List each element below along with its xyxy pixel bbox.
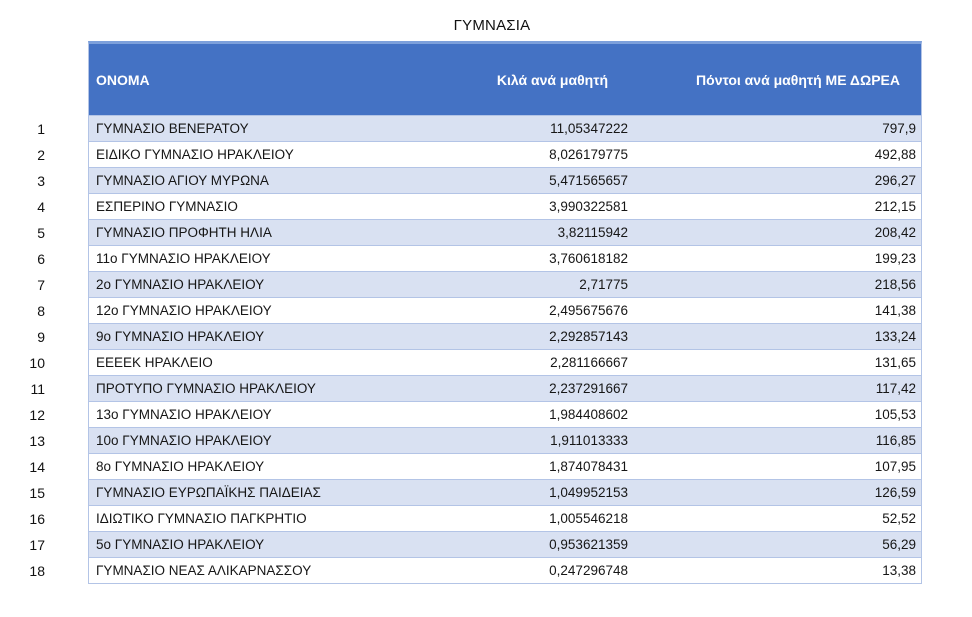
- cell-kilos-per-student[interactable]: 3,990322581: [460, 194, 632, 220]
- cell-school-name[interactable]: ΓΥΜΝΑΣΙΟ ΒΕΝΕΡΑΤΟΥ: [88, 116, 460, 142]
- cell-points-per-student[interactable]: 117,42: [632, 376, 922, 402]
- cell-kilos-per-student[interactable]: 2,292857143: [460, 324, 632, 350]
- cell-points-per-student[interactable]: 133,24: [632, 324, 922, 350]
- cell-school-name[interactable]: 9ο ΓΥΜΝΑΣΙΟ ΗΡΑΚΛΕΙΟΥ: [88, 324, 460, 350]
- cell-kilos-per-student[interactable]: 2,237291667: [460, 376, 632, 402]
- row-number: 9: [37, 329, 45, 345]
- row-number: 18: [29, 563, 45, 579]
- row-number: 3: [37, 173, 45, 189]
- cell-school-name[interactable]: 8ο ΓΥΜΝΑΣΙΟ ΗΡΑΚΛΕΙΟΥ: [88, 454, 460, 480]
- row-number: 5: [37, 225, 45, 241]
- page-title: ΓΥΜΝΑΣΙΑ: [453, 17, 531, 34]
- row-number: 4: [37, 199, 45, 215]
- row-number: 11: [30, 381, 45, 397]
- cell-school-name[interactable]: 11ο ΓΥΜΝΑΣΙΟ ΗΡΑΚΛΕΙΟΥ: [88, 246, 460, 272]
- cell-school-name[interactable]: ΓΥΜΝΑΣΙΟ ΠΡΟΦΗΤΗ ΗΛΙΑ: [88, 220, 460, 246]
- row-number: 15: [29, 485, 45, 501]
- cell-kilos-per-student[interactable]: 8,026179775: [460, 142, 632, 168]
- cell-points-per-student[interactable]: 107,95: [632, 454, 922, 480]
- cell-points-per-student[interactable]: 208,42: [632, 220, 922, 246]
- cell-kilos-per-student[interactable]: 0,247296748: [460, 558, 632, 584]
- cell-school-name[interactable]: 13ο ΓΥΜΝΑΣΙΟ ΗΡΑΚΛΕΙΟΥ: [88, 402, 460, 428]
- cell-kilos-per-student[interactable]: 1,005546218: [460, 506, 632, 532]
- row-number: 12: [29, 407, 45, 423]
- cell-kilos-per-student[interactable]: 1,984408602: [460, 402, 632, 428]
- cell-kilos-per-student[interactable]: 1,911013333: [460, 428, 632, 454]
- cell-school-name[interactable]: 10ο ΓΥΜΝΑΣΙΟ ΗΡΑΚΛΕΙΟΥ: [88, 428, 460, 454]
- gymnasia-table: ΟΝΟΜΑ Κιλά ανά μαθητή Πόντοι ανά μαθητή …: [0, 41, 922, 584]
- cell-kilos-per-student[interactable]: 3,760618182: [460, 246, 632, 272]
- row-number: 7: [37, 277, 45, 293]
- cell-school-name[interactable]: ΓΥΜΝΑΣΙΟ ΕΥΡΩΠΑΪΚΗΣ ΠΑΙΔΕΙΑΣ: [88, 480, 460, 506]
- row-number: 14: [29, 459, 45, 475]
- cell-school-name[interactable]: ΙΔΙΩΤΙΚΟ ΓΥΜΝΑΣΙΟ ΠΑΓΚΡΗΤΙΟ: [88, 506, 460, 532]
- column-header-name[interactable]: ΟΝΟΜΑ: [88, 41, 460, 116]
- cell-school-name[interactable]: ΠΡΟΤΥΠΟ ΓΥΜΝΑΣΙΟ ΗΡΑΚΛΕΙΟΥ: [88, 376, 460, 402]
- cell-points-per-student[interactable]: 492,88: [632, 142, 922, 168]
- cell-points-per-student[interactable]: 13,38: [632, 558, 922, 584]
- cell-points-per-student[interactable]: 116,85: [632, 428, 922, 454]
- cell-kilos-per-student[interactable]: 2,71775: [460, 272, 632, 298]
- cell-points-per-student[interactable]: 131,65: [632, 350, 922, 376]
- row-number: 16: [29, 511, 45, 527]
- cell-points-per-student[interactable]: 212,15: [632, 194, 922, 220]
- cell-points-per-student[interactable]: 296,27: [632, 168, 922, 194]
- cell-kilos-per-student[interactable]: 11,05347222: [460, 116, 632, 142]
- row-number: 6: [37, 251, 45, 267]
- cell-school-name[interactable]: ΕΙΔΙΚΟ ΓΥΜΝΑΣΙΟ ΗΡΑΚΛΕΙΟΥ: [88, 142, 460, 168]
- cell-points-per-student[interactable]: 199,23: [632, 246, 922, 272]
- cell-points-per-student[interactable]: 56,29: [632, 532, 922, 558]
- cell-kilos-per-student[interactable]: 5,471565657: [460, 168, 632, 194]
- cell-points-per-student[interactable]: 141,38: [632, 298, 922, 324]
- cell-school-name[interactable]: 2ο ΓΥΜΝΑΣΙΟ ΗΡΑΚΛΕΙΟΥ: [88, 272, 460, 298]
- cell-kilos-per-student[interactable]: 2,281166667: [460, 350, 632, 376]
- cell-points-per-student[interactable]: 797,9: [632, 116, 922, 142]
- row-number: 8: [37, 303, 45, 319]
- column-header-kilos-per-student[interactable]: Κιλά ανά μαθητή: [460, 41, 632, 116]
- row-number: 13: [29, 433, 45, 449]
- row-number: 1: [37, 121, 45, 137]
- row-number: 17: [29, 537, 45, 553]
- cell-kilos-per-student[interactable]: 2,495675676: [460, 298, 632, 324]
- cell-school-name[interactable]: 12ο ΓΥΜΝΑΣΙΟ ΗΡΑΚΛΕΙΟΥ: [88, 298, 460, 324]
- cell-school-name[interactable]: ΓΥΜΝΑΣΙΟ ΝΕΑΣ ΑΛΙΚΑΡΝΑΣΣΟΥ: [88, 558, 460, 584]
- row-number: 2: [37, 147, 45, 163]
- cell-school-name[interactable]: ΕΣΠΕΡΙΝΟ ΓΥΜΝΑΣΙΟ: [88, 194, 460, 220]
- cell-kilos-per-student[interactable]: 1,874078431: [460, 454, 632, 480]
- cell-school-name[interactable]: ΕΕΕΕΚ ΗΡΑΚΛΕΙΟ: [88, 350, 460, 376]
- cell-points-per-student[interactable]: 218,56: [632, 272, 922, 298]
- cell-school-name[interactable]: ΓΥΜΝΑΣΙΟ ΑΓΙΟΥ ΜΥΡΩΝΑ: [88, 168, 460, 194]
- cell-kilos-per-student[interactable]: 1,049952153: [460, 480, 632, 506]
- cell-points-per-student[interactable]: 105,53: [632, 402, 922, 428]
- cell-kilos-per-student[interactable]: 3,82115942: [460, 220, 632, 246]
- row-number: 10: [29, 355, 45, 371]
- header-gutter-spacer: [0, 41, 88, 116]
- cell-points-per-student[interactable]: 52,52: [632, 506, 922, 532]
- cell-points-per-student[interactable]: 126,59: [632, 480, 922, 506]
- cell-kilos-per-student[interactable]: 0,953621359: [460, 532, 632, 558]
- column-header-points-per-student[interactable]: Πόντοι ανά μαθητή ΜΕ ΔΩΡΕΑ: [632, 41, 922, 116]
- cell-school-name[interactable]: 5ο ΓΥΜΝΑΣΙΟ ΗΡΑΚΛΕΙΟΥ: [88, 532, 460, 558]
